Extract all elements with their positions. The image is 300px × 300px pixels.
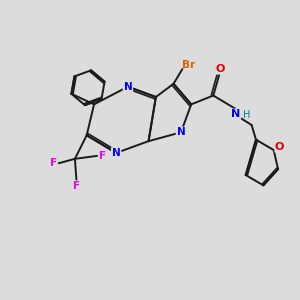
Text: N: N	[124, 82, 132, 92]
Text: N: N	[112, 148, 121, 158]
Text: H: H	[243, 110, 250, 120]
Text: F: F	[50, 158, 57, 168]
Text: Br: Br	[182, 61, 195, 70]
Text: F: F	[99, 151, 106, 161]
Text: N: N	[176, 127, 185, 137]
Text: O: O	[275, 142, 284, 152]
Text: F: F	[73, 181, 80, 191]
Text: N: N	[231, 109, 241, 119]
Text: O: O	[216, 64, 225, 74]
